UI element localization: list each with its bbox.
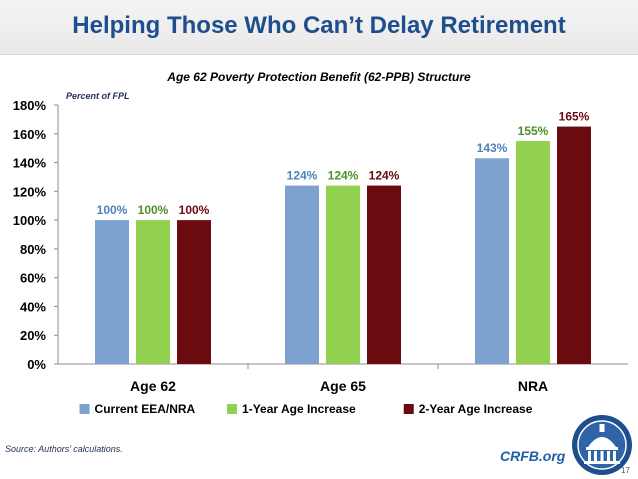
x-tick-label: NRA [518,378,548,394]
bar [285,185,319,364]
bar [177,220,211,364]
plot-area: 0% 20% 40% 60% 80% 100% 120% 140% 160% 180% 100% 10… [13,98,628,416]
y-tick-label: 180% [13,98,47,113]
y-tick-label: 60% [20,271,46,286]
bar [367,185,401,364]
data-label: 124% [287,169,318,183]
data-label: 124% [369,169,400,183]
legend-item: 1-Year Age Increase [227,402,356,416]
legend-label: 2-Year Age Increase [419,402,533,416]
bar-chart: Age 62 Poverty Protection Benefit (62-PP… [13,70,628,416]
y-tick-label: 40% [20,299,46,314]
legend-swatch [227,404,238,414]
data-label: 165% [559,110,590,124]
bar [326,185,360,364]
source-note: Source: Authors’ calculations. [5,444,123,454]
y-tick-label: 140% [13,156,47,171]
y-tick-label: 0% [27,357,46,372]
data-label: 155% [518,124,549,138]
title-bar [0,0,638,55]
brand-link[interactable]: CRFB.org [500,448,566,464]
y-tick-label: 100% [13,213,47,228]
data-label: 100% [97,203,128,217]
slide-title: Helping Those Who Can’t Delay Retirement [72,12,566,39]
data-label: 100% [179,203,210,217]
legend-label: Current EEA/NRA [95,402,196,416]
y-tick-label: 160% [13,127,47,142]
chart-title: Age 62 Poverty Protection Benefit (62-PP… [166,70,471,84]
bar [475,158,509,364]
capitol-seal-icon [572,415,632,475]
x-tick-label: Age 62 [130,378,176,394]
bar [557,126,591,364]
bar [136,220,170,364]
y-tick-label: 80% [20,242,46,257]
legend-item: 2-Year Age Increase [403,402,533,416]
y-axis-label: Percent of FPL [66,91,130,101]
legend-item: Current EEA/NRA [79,402,196,416]
legend-label: 1-Year Age Increase [242,402,356,416]
data-label: 124% [328,169,359,183]
y-tick-label: 120% [13,184,47,199]
page-number: 17 [621,466,630,475]
legend-swatch [403,404,414,414]
bar [95,220,129,364]
legend-swatch [79,404,90,414]
bar [516,140,550,364]
legend: Current EEA/NRA 1-Year Age Increase 2-Year… [79,402,533,416]
data-label: 143% [477,141,508,155]
data-label: 100% [138,203,169,217]
x-tick-label: Age 65 [320,378,366,394]
y-tick-label: 20% [20,328,46,343]
